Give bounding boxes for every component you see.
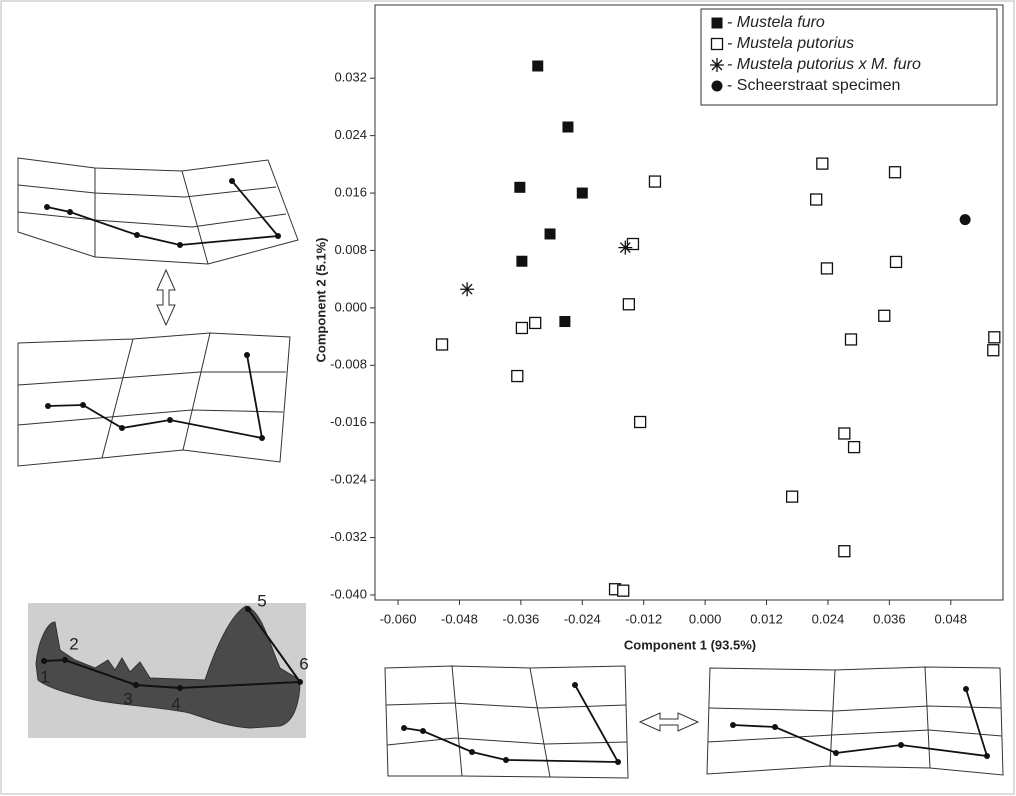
- point: [460, 282, 474, 296]
- legend-marker: [712, 81, 723, 92]
- point: [839, 428, 850, 439]
- x-tick-label: -0.060: [380, 611, 417, 626]
- x-tick-label: -0.012: [625, 611, 662, 626]
- landmark-label: 4: [171, 694, 180, 713]
- y-tick-label: 0.016: [334, 184, 367, 199]
- y-tick-label: -0.040: [330, 586, 367, 601]
- point: [839, 546, 850, 557]
- point: [635, 417, 646, 428]
- point: [787, 491, 798, 502]
- x-axis-title: Component 1 (93.5%): [624, 637, 756, 652]
- y-tick-label: 0.008: [334, 242, 367, 257]
- landmark-label: 6: [299, 654, 308, 673]
- legend-marker: [712, 39, 723, 50]
- x-tick-label: -0.036: [502, 611, 539, 626]
- point: [817, 158, 828, 169]
- legend: - Mustela furo - Mustela putorius - Mustel…: [701, 9, 997, 105]
- point: [437, 339, 448, 350]
- point: [960, 214, 971, 225]
- point: [516, 322, 527, 333]
- point: [845, 334, 856, 345]
- y-tick-label: -0.008: [330, 357, 367, 372]
- y-tick-label: -0.016: [330, 414, 367, 429]
- landmark-label: 2: [69, 634, 78, 653]
- landmark-label: 1: [40, 667, 49, 686]
- figure: 1 2 3 4 5 6 Component 1 (93.5%) Componen…: [0, 0, 1016, 796]
- point: [530, 317, 541, 328]
- jaw-illustration: 1 2 3 4 5 6: [28, 591, 309, 738]
- point: [532, 61, 543, 72]
- point: [879, 310, 890, 321]
- legend-label: - Mustela furo: [727, 14, 825, 31]
- point: [821, 263, 832, 274]
- point: [891, 256, 902, 267]
- x-tick-label: 0.048: [935, 611, 968, 626]
- legend-label: - Mustela putorius: [727, 35, 854, 52]
- point: [545, 228, 556, 239]
- legend-label: - Mustela putorius x M. furo: [727, 56, 921, 73]
- point: [988, 345, 999, 356]
- legend-marker: [712, 18, 723, 29]
- point: [514, 182, 525, 193]
- x-tick-label: 0.036: [873, 611, 906, 626]
- legend-marker: [710, 58, 724, 72]
- point: [890, 167, 901, 178]
- y-tick-label: 0.024: [334, 127, 367, 142]
- x-tick-label: 0.012: [750, 611, 783, 626]
- x-tick-label: 0.024: [812, 611, 845, 626]
- y-tick-label: 0.032: [334, 70, 367, 85]
- y-tick-label: -0.024: [330, 472, 367, 487]
- landmark-label: 5: [257, 591, 266, 610]
- point: [618, 241, 632, 255]
- x-tick-label: -0.024: [564, 611, 601, 626]
- legend-label: - Scheerstraat specimen: [727, 77, 900, 94]
- x-tick-label: -0.048: [441, 611, 478, 626]
- point: [512, 371, 523, 382]
- point: [618, 585, 629, 596]
- point: [849, 442, 860, 453]
- y-tick-label: -0.032: [330, 529, 367, 544]
- point: [623, 299, 634, 310]
- point: [559, 316, 570, 327]
- y-tick-label: 0.000: [334, 299, 367, 314]
- point: [649, 176, 660, 187]
- point: [516, 256, 527, 267]
- y-axis-title: Component 2 (5.1%): [313, 238, 328, 363]
- point: [989, 332, 1000, 343]
- point: [562, 122, 573, 133]
- x-tick-label: 0.000: [689, 611, 722, 626]
- point: [811, 194, 822, 205]
- landmark-label: 3: [123, 689, 132, 708]
- point: [577, 188, 588, 199]
